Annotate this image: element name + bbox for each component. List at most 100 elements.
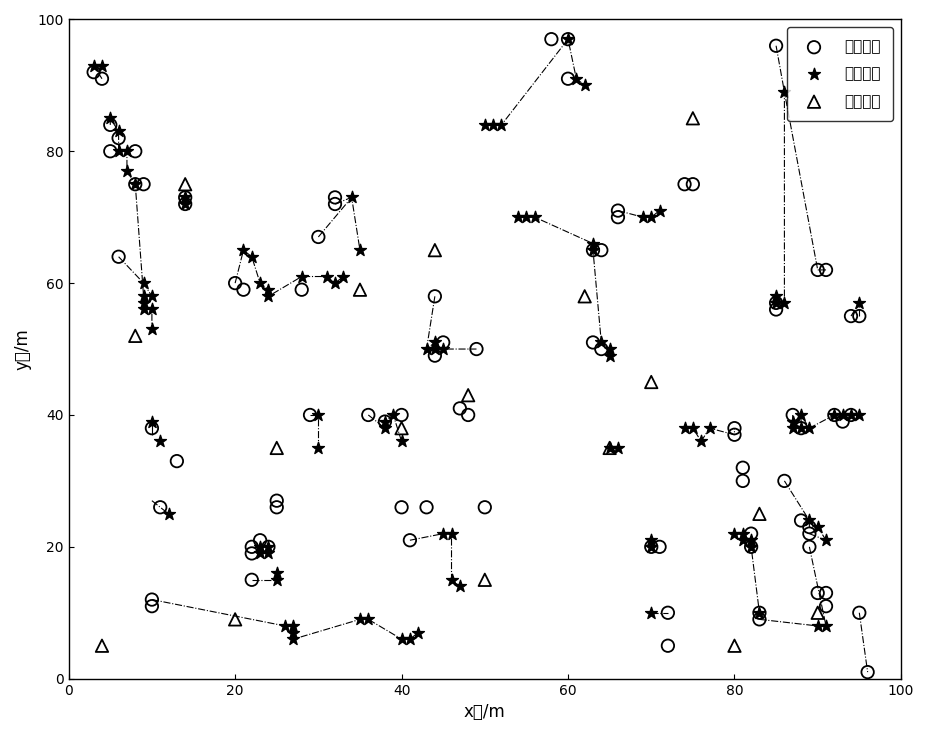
定位结果 — [743, 541, 757, 553]
定位结果 — [178, 192, 193, 204]
未知节点 — [244, 548, 259, 559]
定位结果 — [768, 290, 782, 302]
定位结果 — [311, 442, 325, 453]
定位结果 — [252, 548, 267, 559]
定位结果 — [493, 119, 508, 131]
定位结果 — [436, 343, 451, 355]
未知节点 — [859, 666, 874, 678]
未知节点 — [111, 251, 126, 262]
定位结果 — [419, 343, 434, 355]
定位结果 — [801, 514, 816, 526]
定位结果 — [344, 192, 359, 204]
定位结果 — [377, 416, 392, 428]
定位结果 — [693, 435, 708, 447]
定位结果 — [319, 270, 334, 282]
未知节点 — [302, 409, 317, 421]
定位结果 — [269, 567, 284, 579]
未知节点 — [178, 198, 193, 210]
未知节点 — [436, 337, 451, 348]
未知节点 — [394, 409, 409, 421]
未知节点 — [768, 297, 782, 309]
未知节点 — [103, 119, 118, 131]
定位结果 — [643, 534, 658, 546]
定位结果 — [178, 198, 193, 210]
定位结果 — [485, 119, 500, 131]
定位结果 — [677, 423, 692, 434]
定位结果 — [685, 423, 700, 434]
未知节点 — [269, 501, 284, 513]
未知节点 — [776, 475, 791, 487]
定位结果 — [585, 244, 600, 256]
定位结果 — [269, 574, 284, 586]
定位结果 — [751, 607, 766, 619]
未知节点 — [751, 607, 766, 619]
定位结果 — [784, 423, 799, 434]
未知节点 — [235, 284, 250, 295]
定位结果 — [834, 409, 849, 421]
未知节点 — [427, 350, 442, 362]
未知节点 — [809, 264, 824, 276]
未知节点 — [244, 574, 259, 586]
定位结果 — [643, 607, 658, 619]
未知节点 — [793, 514, 807, 526]
未知节点 — [427, 290, 442, 302]
未知节点 — [734, 462, 749, 473]
未知节点 — [560, 73, 575, 85]
定位结果 — [361, 614, 375, 625]
定位结果 — [145, 290, 159, 302]
未知节点 — [170, 455, 184, 467]
未知节点 — [269, 495, 284, 506]
未知节点 — [327, 198, 342, 210]
定位结果 — [260, 290, 275, 302]
定位结果 — [252, 541, 267, 553]
定位结果 — [510, 211, 525, 223]
定位结果 — [402, 634, 417, 645]
定位结果 — [793, 423, 807, 434]
未知节点 — [227, 277, 242, 289]
定位结果 — [793, 409, 807, 421]
未知节点 — [768, 304, 782, 315]
定位结果 — [560, 33, 575, 45]
未知节点 — [801, 541, 816, 553]
未知节点 — [294, 284, 309, 295]
未知节点 — [643, 541, 658, 553]
未知节点 — [843, 409, 857, 421]
定位结果 — [643, 541, 658, 553]
定位结果 — [818, 620, 832, 632]
定位结果 — [585, 237, 600, 249]
定位结果 — [336, 270, 350, 282]
未知节点 — [103, 146, 118, 157]
未知节点 — [361, 409, 375, 421]
未知节点 — [734, 475, 749, 487]
定位结果 — [103, 112, 118, 124]
定位结果 — [252, 277, 267, 289]
未知节点 — [560, 33, 575, 45]
未知节点 — [460, 409, 475, 421]
未知节点 — [851, 607, 866, 619]
未知节点 — [660, 607, 675, 619]
定位结果 — [120, 165, 134, 177]
定位结果 — [260, 284, 275, 295]
未知节点 — [95, 73, 109, 85]
定位结果 — [153, 435, 168, 447]
定位结果 — [386, 409, 400, 421]
定位结果 — [702, 423, 717, 434]
信标节点 — [685, 112, 700, 124]
未知节点 — [252, 534, 267, 546]
定位结果 — [136, 304, 151, 315]
未知节点 — [136, 179, 151, 190]
定位结果 — [394, 634, 409, 645]
未知节点 — [610, 205, 625, 217]
定位结果 — [809, 521, 824, 533]
未知节点 — [851, 310, 866, 322]
未知节点 — [244, 541, 259, 553]
未知节点 — [801, 528, 816, 539]
信标节点 — [95, 640, 109, 652]
信标节点 — [128, 330, 143, 342]
定位结果 — [427, 337, 442, 348]
未知节点 — [145, 600, 159, 612]
定位结果 — [128, 179, 143, 190]
未知节点 — [394, 501, 409, 513]
未知节点 — [145, 423, 159, 434]
定位结果 — [286, 634, 300, 645]
